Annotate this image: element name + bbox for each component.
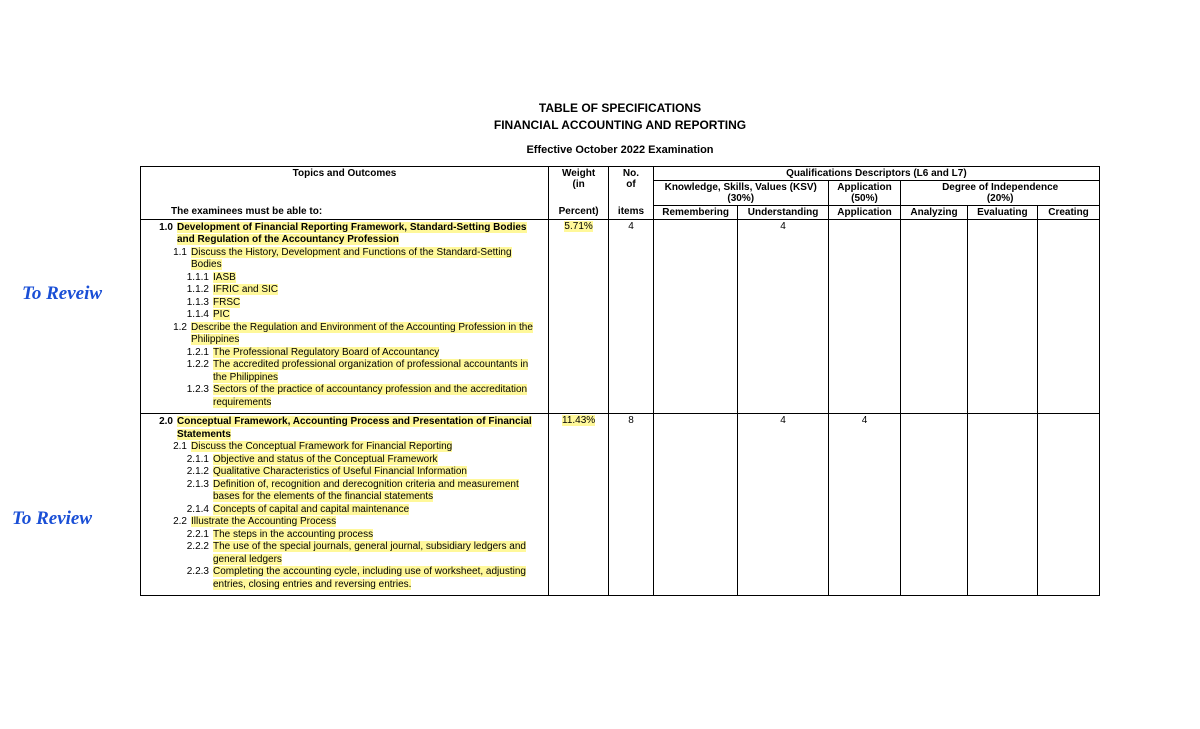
subtopic: 1.1Discuss the History, Development and … xyxy=(147,247,542,272)
section-heading: 2.0Conceptual Framework, Accounting Proc… xyxy=(147,416,542,441)
table-row: 1.0Development of Financial Reporting Fr… xyxy=(141,219,1100,414)
application-cell: 4 xyxy=(828,414,901,596)
creating-cell xyxy=(1038,414,1100,596)
col-no-items: No. of xyxy=(609,166,654,205)
sub-subtopic: 1.2.2The accredited professional organiz… xyxy=(147,359,542,384)
creating-cell xyxy=(1038,219,1100,414)
remembering-cell xyxy=(653,219,738,414)
col-understanding: Understanding xyxy=(738,205,828,219)
col-topics: Topics and Outcomes xyxy=(141,166,549,205)
evaluating-cell xyxy=(967,219,1037,414)
sub-subtopic: 2.2.2The use of the special journals, ge… xyxy=(147,541,542,566)
sub-subtopic: 2.1.3Definition of, recognition and dere… xyxy=(147,479,542,504)
topic-cell: 1.0Development of Financial Reporting Fr… xyxy=(141,219,549,414)
understanding-cell: 4 xyxy=(738,219,828,414)
sub-subtopic: 1.1.3FRSC xyxy=(147,297,542,310)
sub-subtopic: 2.2.1The steps in the accounting process xyxy=(147,529,542,542)
col-remembering: Remembering xyxy=(653,205,738,219)
subtopic: 1.2Describe the Regulation and Environme… xyxy=(147,322,542,347)
items-cell: 8 xyxy=(609,414,654,596)
analyzing-cell xyxy=(901,414,967,596)
sub-subtopic: 2.1.2Qualitative Characteristics of Usef… xyxy=(147,466,542,479)
sub-subtopic: 1.2.1The Professional Regulatory Board o… xyxy=(147,347,542,360)
subtopic: 2.2Illustrate the Accounting Process xyxy=(147,516,542,529)
table-row: 2.0Conceptual Framework, Accounting Proc… xyxy=(141,414,1100,596)
col-creating: Creating xyxy=(1038,205,1100,219)
sub-subtopic: 1.1.2IFRIC and SIC xyxy=(147,284,542,297)
document-page: TABLE OF SPECIFICATIONS FINANCIAL ACCOUN… xyxy=(140,100,1100,596)
subtopic: 2.1Discuss the Conceptual Framework for … xyxy=(147,441,542,454)
handwritten-annotation: To Review xyxy=(12,508,92,530)
sub-subtopic: 1.2.3Sectors of the practice of accounta… xyxy=(147,384,542,409)
table-header: Topics and Outcomes Weight (in No. of Qu… xyxy=(141,166,1100,219)
col-evaluating: Evaluating xyxy=(967,205,1037,219)
items-cell: 4 xyxy=(609,219,654,414)
intro-row: The examinees must be able to: xyxy=(141,205,549,219)
weight-cell: 11.43% xyxy=(549,414,609,596)
page-subtitle: Effective October 2022 Examination xyxy=(140,144,1100,156)
topic-cell: 2.0Conceptual Framework, Accounting Proc… xyxy=(141,414,549,596)
col-application: Application xyxy=(828,205,901,219)
sub-subtopic: 2.1.4Concepts of capital and capital mai… xyxy=(147,504,542,517)
title-line-1: TABLE OF SPECIFICATIONS xyxy=(539,101,701,115)
page-title: TABLE OF SPECIFICATIONS FINANCIAL ACCOUN… xyxy=(140,100,1100,134)
sub-subtopic: 1.1.4PIC xyxy=(147,309,542,322)
col-weight: Weight (in xyxy=(549,166,609,205)
sub-subtopic: 1.1.1IASB xyxy=(147,272,542,285)
col-qualifications: Qualifications Descriptors (L6 and L7) xyxy=(653,166,1099,180)
col-independence: Degree of Independence (20%) xyxy=(901,180,1100,205)
application-cell xyxy=(828,219,901,414)
section-heading: 1.0Development of Financial Reporting Fr… xyxy=(147,222,542,247)
table-body: 1.0Development of Financial Reporting Fr… xyxy=(141,219,1100,596)
col-analyzing: Analyzing xyxy=(901,205,967,219)
understanding-cell: 4 xyxy=(738,414,828,596)
specifications-table: Topics and Outcomes Weight (in No. of Qu… xyxy=(140,166,1100,597)
col-application-group: Application (50%) xyxy=(828,180,901,205)
evaluating-cell xyxy=(967,414,1037,596)
remembering-cell xyxy=(653,414,738,596)
col-items-sub: items xyxy=(609,205,654,219)
sub-subtopic: 2.2.3Completing the accounting cycle, in… xyxy=(147,566,542,591)
sub-subtopic: 2.1.1Objective and status of the Concept… xyxy=(147,454,542,467)
handwritten-annotation: To Reveiw xyxy=(22,283,102,305)
analyzing-cell xyxy=(901,219,967,414)
col-weight-sub: Percent) xyxy=(549,205,609,219)
col-ksv: Knowledge, Skills, Values (KSV) (30%) xyxy=(653,180,828,205)
title-line-2: FINANCIAL ACCOUNTING AND REPORTING xyxy=(494,118,746,132)
weight-cell: 5.71% xyxy=(549,219,609,414)
